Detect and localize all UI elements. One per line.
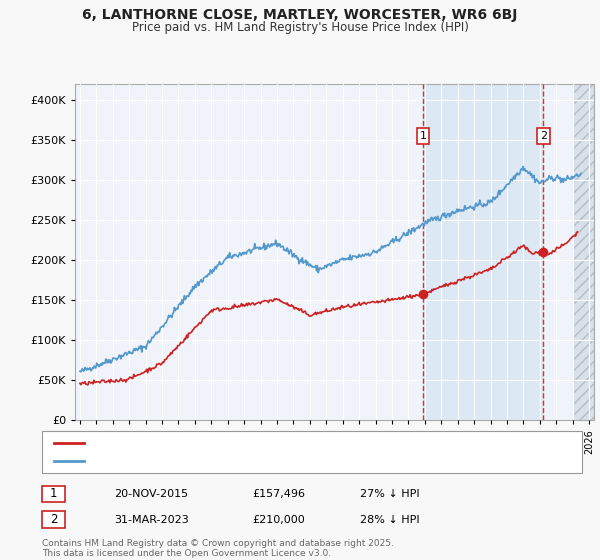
Text: 28% ↓ HPI: 28% ↓ HPI — [360, 515, 419, 525]
Text: 31-MAR-2023: 31-MAR-2023 — [114, 515, 189, 525]
Text: 1: 1 — [50, 487, 57, 501]
Text: 6, LANTHORNE CLOSE, MARTLEY, WORCESTER, WR6 6BJ (semi-detached house): 6, LANTHORNE CLOSE, MARTLEY, WORCESTER, … — [90, 438, 505, 448]
Text: 1: 1 — [419, 131, 427, 141]
Text: 2: 2 — [50, 513, 57, 526]
Text: Price paid vs. HM Land Registry's House Price Index (HPI): Price paid vs. HM Land Registry's House … — [131, 21, 469, 34]
Text: £157,496: £157,496 — [252, 489, 305, 499]
Bar — [423, 84, 543, 420]
Text: HPI: Average price, semi-detached house, Malvern Hills: HPI: Average price, semi-detached house,… — [90, 456, 379, 466]
Text: 20-NOV-2015: 20-NOV-2015 — [114, 489, 188, 499]
Text: 6, LANTHORNE CLOSE, MARTLEY, WORCESTER, WR6 6BJ: 6, LANTHORNE CLOSE, MARTLEY, WORCESTER, … — [82, 8, 518, 22]
Text: Contains HM Land Registry data © Crown copyright and database right 2025.
This d: Contains HM Land Registry data © Crown c… — [42, 539, 394, 558]
Bar — [572, 84, 594, 420]
Text: 2: 2 — [539, 131, 547, 141]
Text: £210,000: £210,000 — [252, 515, 305, 525]
Text: 27% ↓ HPI: 27% ↓ HPI — [360, 489, 419, 499]
Bar — [572, 84, 594, 420]
